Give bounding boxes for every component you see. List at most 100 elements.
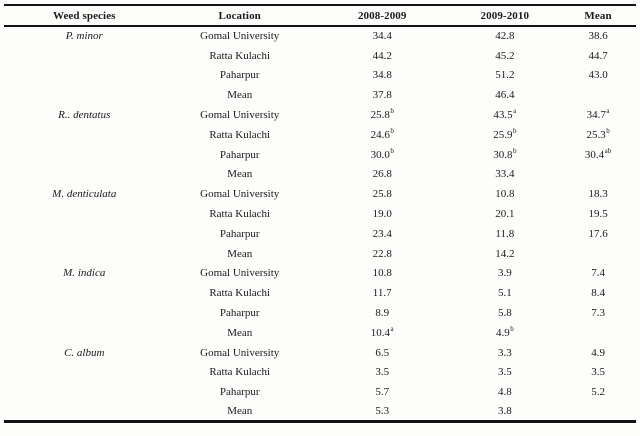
table-row: R.. dentatus Gomal University 25.8b 43.5a 34…	[4, 105, 636, 125]
mean-cell: 38.6	[588, 30, 608, 43]
mean-cell: 34.7a	[586, 107, 610, 122]
species-cell	[4, 303, 165, 323]
significance-superscript: b	[512, 127, 517, 136]
value-2008-2009-cell: 10.4a	[370, 325, 394, 339]
mean-cell: 4.9	[591, 346, 605, 359]
location-cell: Gomal University	[200, 30, 280, 43]
location-cell: Mean	[227, 89, 253, 102]
value-2008-2009-cell: 34.8	[372, 69, 392, 82]
value-2009-2010-cell: 3.9	[497, 267, 512, 280]
value-2009-2010-cell: 20.1	[495, 208, 515, 221]
mean-cell: 8.4	[591, 287, 605, 300]
table-row: Paharpur 30.0b 30.8b 30.4ab	[4, 145, 636, 165]
value-2008-2009-cell: 11.7	[372, 287, 392, 300]
value-2009-2010-cell: 33.4	[495, 168, 515, 181]
value-2008-2009-cell: 25.8b	[370, 107, 394, 122]
species-cell: M. denticulata	[52, 188, 117, 201]
value-2009-2010-cell: 4.9b	[495, 325, 514, 339]
significance-superscript: b	[512, 147, 517, 156]
species-cell	[4, 145, 165, 165]
mean-cell: 43.0	[588, 69, 608, 82]
table-row: C. album Gomal University 6.5 3.3 4.9	[4, 343, 636, 363]
table-row: Paharpur 5.7 4.8 5.2	[4, 382, 636, 402]
value-2009-2010-cell: 45.2	[495, 49, 515, 62]
table-row: Paharpur 8.9 5.8 7.3	[4, 303, 636, 323]
mean-cell: 18.3	[588, 188, 608, 201]
significance-superscript: a	[513, 107, 517, 116]
mean-cell	[560, 244, 636, 264]
species-cell	[4, 224, 165, 244]
species-cell	[4, 244, 165, 264]
location-cell: Ratta Kulachi	[209, 128, 271, 141]
value-2009-2010-cell: 5.8	[497, 307, 512, 320]
location-cell: Ratta Kulachi	[209, 287, 271, 300]
significance-superscript: a	[390, 325, 394, 334]
column-header-2008-2009: 2008-2009	[314, 5, 450, 27]
mean-cell	[560, 165, 636, 185]
table-row: Ratta Kulachi 11.7 5.1 8.4	[4, 283, 636, 303]
species-cell	[4, 165, 165, 185]
table-row: Mean 26.8 33.4	[4, 165, 636, 185]
value-2009-2010-cell: 5.1	[497, 287, 512, 300]
mean-cell: 17.6	[588, 227, 608, 240]
location-cell: Paharpur	[219, 148, 260, 161]
weed-species-table-container: Weed species Location 2008-2009 2009-201…	[4, 4, 636, 424]
mean-cell: 7.3	[591, 307, 605, 320]
location-cell: Mean	[227, 405, 253, 418]
significance-superscript: b	[390, 107, 394, 116]
value-2009-2010-cell: 4.8	[497, 386, 512, 399]
mean-cell: 3.5	[591, 366, 605, 379]
value-2009-2010-cell: 11.8	[495, 227, 515, 240]
table-body: P. minor Gomal University 34.4 42.8 38.6 Ratt…	[4, 26, 636, 422]
species-cell	[4, 402, 165, 422]
value-2008-2009-cell: 5.3	[375, 405, 390, 418]
value-2008-2009-cell: 24.6b	[370, 127, 394, 141]
species-cell: C. album	[64, 346, 105, 359]
value-2009-2010-cell: 10.8	[495, 188, 515, 201]
species-cell: P. minor	[65, 30, 103, 43]
table-row: Mean 10.4a 4.9b	[4, 323, 636, 343]
species-cell: R.. dentatus	[58, 109, 111, 122]
mean-cell: 5.2	[591, 386, 605, 399]
value-2008-2009-cell: 10.8	[372, 267, 392, 280]
location-cell: Paharpur	[219, 69, 260, 82]
mean-cell	[560, 402, 636, 422]
location-cell: Paharpur	[219, 307, 260, 320]
significance-superscript: b	[390, 147, 394, 156]
value-2008-2009-cell: 37.8	[372, 89, 392, 102]
location-cell: Ratta Kulachi	[209, 208, 271, 221]
species-cell	[4, 204, 165, 224]
value-2008-2009-cell: 23.4	[372, 227, 392, 240]
location-cell: Gomal University	[200, 109, 280, 122]
table-row: Ratta Kulachi 19.0 20.1 19.5	[4, 204, 636, 224]
significance-superscript: ab	[604, 147, 612, 156]
table-header-row: Weed species Location 2008-2009 2009-201…	[4, 5, 636, 27]
value-2008-2009-cell: 3.5	[375, 366, 390, 379]
location-cell: Mean	[227, 168, 253, 181]
value-2008-2009-cell: 26.8	[372, 168, 392, 181]
weed-species-table: Weed species Location 2008-2009 2009-201…	[4, 4, 636, 424]
table-row: M. indica Gomal University 10.8 3.9 7.4	[4, 264, 636, 284]
location-cell: Mean	[227, 326, 253, 339]
value-2008-2009-cell: 5.7	[375, 386, 390, 399]
table-row: Mean 37.8 46.4	[4, 85, 636, 105]
species-cell	[4, 46, 165, 66]
species-cell	[4, 363, 165, 383]
table-row: Ratta Kulachi 44.2 45.2 44.7	[4, 46, 636, 66]
value-2008-2009-cell: 25.8	[372, 188, 392, 201]
value-2009-2010-cell: 14.2	[495, 247, 515, 260]
value-2008-2009-cell: 34.4	[372, 30, 392, 43]
value-2008-2009-cell: 22.8	[372, 247, 392, 260]
location-cell: Ratta Kulachi	[209, 49, 271, 62]
table-row: Mean 22.8 14.2	[4, 244, 636, 264]
table-row: Paharpur 34.8 51.2 43.0	[4, 66, 636, 86]
value-2008-2009-cell: 19.0	[372, 208, 392, 221]
mean-cell: 19.5	[588, 208, 608, 221]
mean-cell	[560, 85, 636, 105]
significance-superscript: b	[606, 127, 610, 136]
value-2009-2010-cell: 46.4	[495, 89, 515, 102]
mean-cell	[560, 323, 636, 343]
species-cell	[4, 283, 165, 303]
table-row: Mean 5.3 3.8	[4, 402, 636, 422]
location-cell: Gomal University	[200, 267, 280, 280]
